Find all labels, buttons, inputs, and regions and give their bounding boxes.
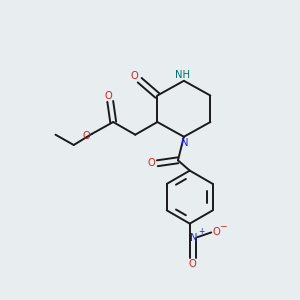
Text: O: O bbox=[130, 71, 138, 81]
Text: +: + bbox=[198, 227, 204, 236]
Text: −: − bbox=[219, 221, 227, 230]
Text: O: O bbox=[189, 259, 196, 269]
Text: N: N bbox=[181, 138, 188, 148]
Text: O: O bbox=[83, 131, 91, 141]
Text: O: O bbox=[212, 227, 220, 237]
Text: O: O bbox=[105, 91, 113, 100]
Text: N: N bbox=[190, 233, 198, 243]
Text: O: O bbox=[147, 158, 155, 168]
Text: NH: NH bbox=[176, 70, 190, 80]
